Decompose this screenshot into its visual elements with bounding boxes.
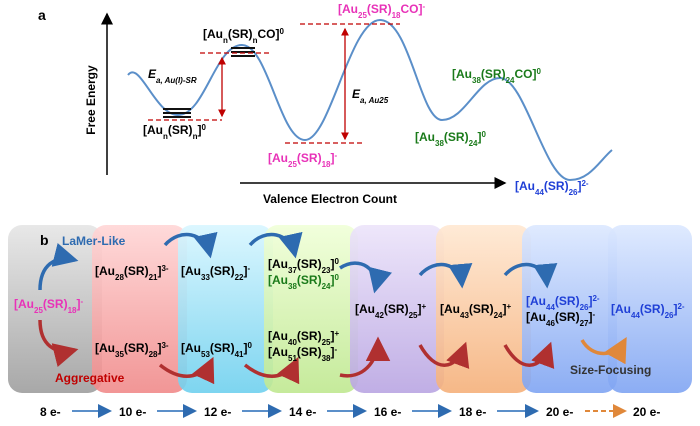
panel-label: a <box>38 7 46 23</box>
electron-count: 12 e- <box>204 405 231 419</box>
species-label: [Au33(SR)22]- <box>181 264 250 282</box>
electron-count: 20 e- <box>546 405 573 419</box>
species-label: [Au42(SR)25]+ <box>355 302 426 320</box>
species-label: [Au43(SR)24]+ <box>440 302 511 320</box>
panel-label: b <box>40 232 49 248</box>
species-label: [Au44(SR)26]2- <box>611 302 685 320</box>
barrier-label: Ea, Au25 <box>352 87 389 105</box>
species-label: [Au38(SR)24]0 <box>415 130 486 148</box>
route-label: LaMer-Like <box>62 234 126 248</box>
species-label: [Au51(SR)38]- <box>268 345 337 363</box>
species-label: [Au38(SR)24CO]0 <box>452 67 541 85</box>
species-label: [Au46(SR)27]- <box>526 310 595 328</box>
barrier-label: Ea, Au(I)-SR <box>148 67 197 85</box>
panel-a-graphics <box>101 12 613 189</box>
route-label: Size-Focusing <box>570 363 651 377</box>
route-label: Aggregative <box>55 371 125 385</box>
species-label: [Aun(SR)nCO]0 <box>203 27 284 45</box>
species-label: [Au44(SR)26]2- <box>515 179 589 197</box>
species-label: [Aun(SR)n]0 <box>143 123 206 141</box>
x-axis-label: Valence Electron Count <box>263 192 397 206</box>
species-label: [Au25(SR)18CO]- <box>338 2 425 20</box>
species-label: [Au37(SR)23]0 <box>268 257 339 275</box>
species-label: [Au40(SR)25]+ <box>268 329 339 347</box>
species-label: [Au35(SR)28]3- <box>95 341 169 359</box>
electron-count: 8 e- <box>40 405 61 419</box>
species-label: [Au53(SR)41]0 <box>181 341 252 359</box>
species-label: [Au44(SR)26]2- <box>526 294 600 312</box>
species-label: [Au28(SR)21]3- <box>95 264 169 282</box>
electron-count: 20 e- <box>633 405 660 419</box>
electron-count: 14 e- <box>289 405 316 419</box>
species-label: [Au38(SR)24]0 <box>268 273 339 291</box>
species-label: [Au25(SR)18]- <box>268 151 337 169</box>
species-label: [Au25(SR)18]- <box>14 297 83 315</box>
electron-count: 10 e- <box>119 405 146 419</box>
panel-b-arrows <box>38 231 627 385</box>
y-axis-label: Free Energy <box>84 65 98 135</box>
electron-count: 18 e- <box>459 405 486 419</box>
electron-count: 16 e- <box>374 405 401 419</box>
